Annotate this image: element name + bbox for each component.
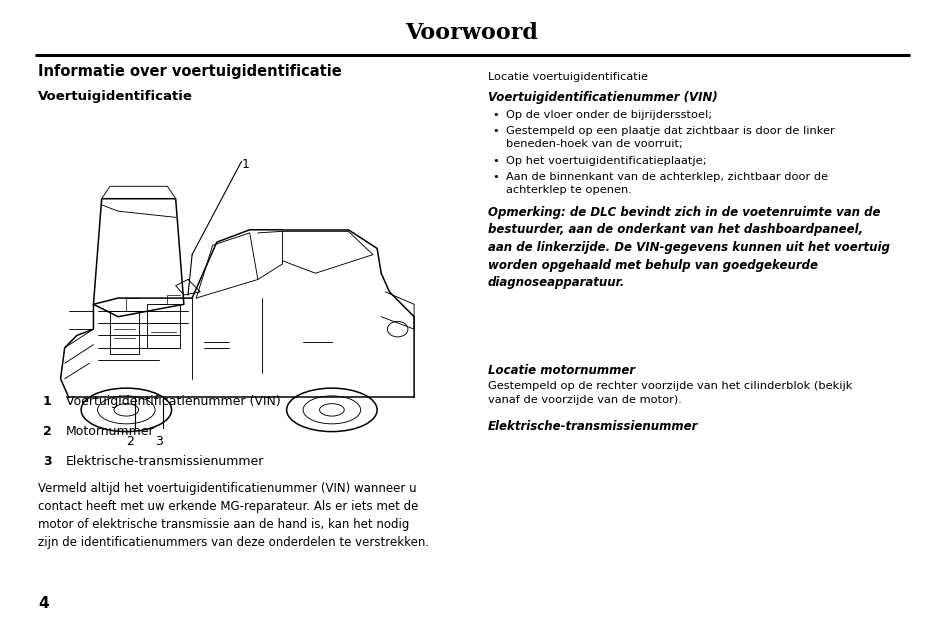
Text: Vermeld altijd het voertuigidentificatienummer (VIN) wanneer u
contact heeft met: Vermeld altijd het voertuigidentificatie… — [38, 482, 429, 549]
Text: Voorwoord: Voorwoord — [405, 22, 538, 44]
Text: •: • — [492, 110, 498, 120]
Text: •: • — [492, 126, 498, 136]
Text: 2: 2 — [126, 435, 134, 448]
Text: Op de vloer onder de bijrijdersstoel;: Op de vloer onder de bijrijdersstoel; — [505, 110, 712, 120]
Text: •: • — [492, 156, 498, 166]
Text: Gestempeld op een plaatje dat zichtbaar is door de linker
beneden­hoek van de vo: Gestempeld op een plaatje dat zichtbaar … — [505, 126, 834, 149]
Text: Elektrische-transmissienummer: Elektrische-transmissienummer — [487, 420, 698, 433]
Text: Informatie over voertuigidentificatie: Informatie over voertuigidentificatie — [38, 64, 342, 79]
Text: 1: 1 — [43, 395, 52, 408]
Text: Locatie voertuigidentificatie: Locatie voertuigidentificatie — [487, 72, 648, 82]
Text: 3: 3 — [155, 435, 163, 448]
Text: Aan de binnenkant van de achterklep, zichtbaar door de
achterklep te openen.: Aan de binnenkant van de achterklep, zic… — [505, 172, 827, 195]
Text: 4: 4 — [38, 596, 48, 611]
Text: 3: 3 — [43, 455, 52, 468]
Text: Voertuigidentificatienummer (VIN): Voertuigidentificatienummer (VIN) — [487, 91, 717, 104]
Text: Voertuigidentificatie: Voertuigidentificatie — [38, 90, 193, 103]
Text: Opmerking: de DLC bevindt zich in de voetenruimte van de
bestuurder, aan de onde: Opmerking: de DLC bevindt zich in de voe… — [487, 206, 889, 289]
Text: Voertuigidentificatienummer (VIN): Voertuigidentificatienummer (VIN) — [66, 395, 280, 408]
Text: Motornummer: Motornummer — [66, 425, 155, 438]
Text: •: • — [492, 172, 498, 182]
Text: Elektrische-transmissienummer: Elektrische-transmissienummer — [66, 455, 264, 468]
Text: 2: 2 — [43, 425, 52, 438]
Text: Gestempeld op de rechter voorzijde van het cilinderblok (bekijk
vanaf de voorzij: Gestempeld op de rechter voorzijde van h… — [487, 381, 851, 405]
Text: Op het voertuigidentificatieplaatje;: Op het voertuigidentificatieplaatje; — [505, 156, 706, 166]
Text: Locatie motornummer: Locatie motornummer — [487, 364, 634, 377]
Text: 1: 1 — [242, 158, 249, 171]
